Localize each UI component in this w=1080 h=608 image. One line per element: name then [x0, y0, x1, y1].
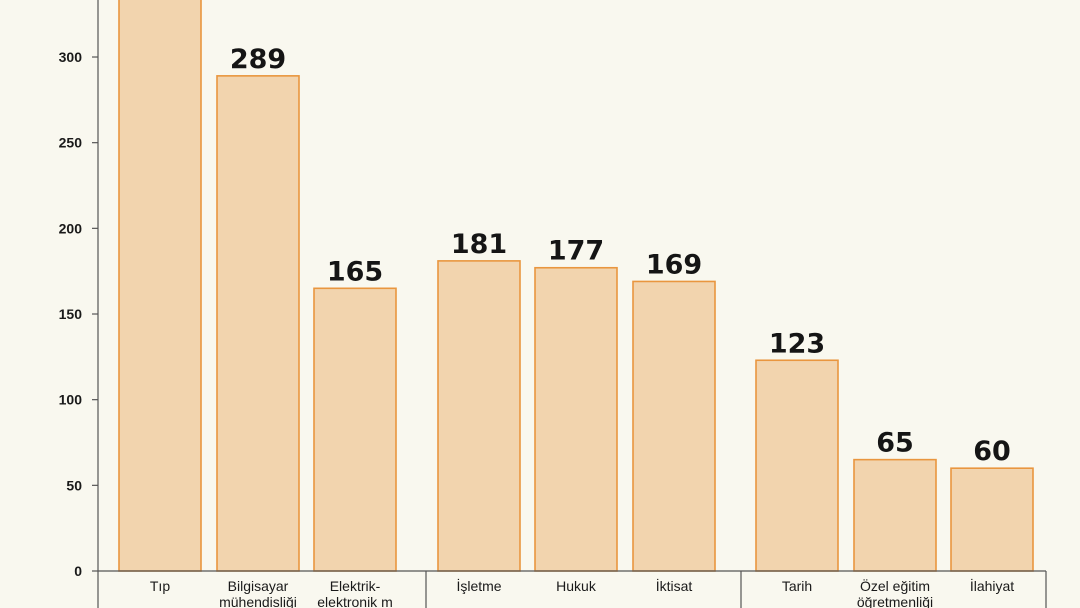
y-tick-label: 150 [59, 306, 83, 322]
y-tick-label: 200 [59, 220, 83, 236]
bar-value-label: 177 [548, 236, 604, 267]
bar-value-label: 165 [327, 256, 383, 287]
y-tick-label: 50 [66, 477, 82, 493]
bar [755, 359, 839, 572]
y-tick-label: 100 [59, 392, 83, 408]
bar [853, 458, 937, 572]
bar-value-label: 169 [646, 249, 702, 280]
x-category-label: elektronik m [317, 594, 392, 608]
x-category-label: Özel eğitim [860, 577, 930, 594]
bar [216, 75, 300, 572]
y-tick-label: 0 [74, 563, 82, 579]
bars: 289 165 181 177 169 123 65 60 [118, 0, 1034, 572]
x-category-label: Tarih [782, 578, 812, 594]
x-category-label: Elektrik- [330, 578, 381, 594]
x-category-label: Bilgisayar [228, 578, 289, 594]
y-tick-label: 300 [59, 49, 83, 65]
bar [437, 260, 521, 572]
x-category-label: öğretmenliği [857, 594, 933, 608]
y-tick-label: 250 [59, 135, 83, 151]
bar-value-label: 65 [876, 428, 914, 459]
bar [632, 280, 716, 572]
x-category-label: Tıp [150, 578, 170, 594]
x-category-label: İktisat [656, 577, 693, 594]
x-category-label: mühendisliği [219, 594, 297, 608]
x-category-label: İlahiyat [970, 577, 1014, 594]
y-axis: 0 50 100 150 200 250 300 [59, 0, 99, 579]
x-category-label: İşletme [456, 577, 501, 594]
x-category-label: Hukuk [556, 578, 597, 594]
bar [534, 266, 618, 572]
bar-value-label: 123 [769, 328, 825, 359]
bar [950, 467, 1034, 572]
bar-value-label: 289 [230, 44, 286, 75]
bar-value-label: 60 [973, 436, 1011, 467]
bar-value-label: 181 [451, 229, 507, 260]
bar [313, 287, 397, 572]
bar [118, 0, 202, 572]
